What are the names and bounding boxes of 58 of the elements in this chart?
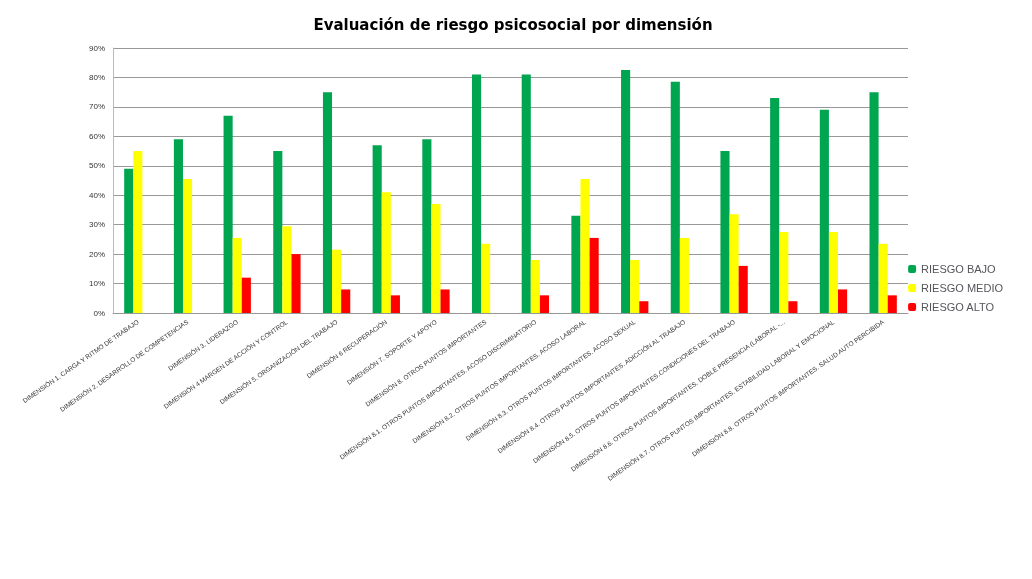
y-tick-label: 70% <box>88 102 105 112</box>
bar <box>819 109 829 313</box>
bar <box>291 254 301 313</box>
bar <box>670 81 680 313</box>
bar <box>770 98 780 313</box>
bar <box>887 295 897 313</box>
bar <box>182 179 193 313</box>
bar <box>381 192 391 313</box>
y-tick-label: 10% <box>88 279 105 289</box>
bar <box>878 243 888 313</box>
bar <box>341 289 351 313</box>
y-tick-label: 90% <box>88 43 105 53</box>
bar <box>828 232 839 313</box>
bar <box>639 301 649 313</box>
bar <box>273 151 283 313</box>
bar <box>471 74 482 313</box>
bar <box>679 237 689 313</box>
bar <box>788 301 798 313</box>
y-tick-label: 30% <box>88 220 105 230</box>
bar <box>738 265 748 313</box>
y-tick-label: 40% <box>88 190 105 200</box>
y-tick-label: 0% <box>93 308 105 318</box>
bar <box>869 92 879 313</box>
legend-label: RIESGO ALTO <box>921 301 995 313</box>
bar <box>322 92 333 313</box>
bar <box>282 226 292 313</box>
y-tick-label: 60% <box>88 131 105 141</box>
bar <box>481 243 491 313</box>
legend-label: RIESGO BAJO <box>921 263 997 275</box>
bar <box>241 277 251 313</box>
y-tick-label: 50% <box>88 161 105 171</box>
bar <box>422 139 432 313</box>
bar <box>332 249 342 313</box>
bar <box>530 260 540 313</box>
bar <box>124 168 134 313</box>
bar <box>779 232 789 313</box>
bar <box>580 179 590 313</box>
bar <box>440 289 450 313</box>
bar <box>589 237 599 313</box>
bar <box>521 74 531 313</box>
bar <box>621 70 631 313</box>
bar <box>223 115 233 313</box>
bar <box>720 151 730 313</box>
bar <box>133 151 143 313</box>
bar <box>571 215 581 313</box>
bar <box>729 214 739 313</box>
bar <box>630 260 640 313</box>
bar <box>539 295 550 313</box>
bar <box>372 145 382 313</box>
y-tick-label: 20% <box>88 249 105 259</box>
bar <box>232 237 242 313</box>
bar <box>838 289 848 313</box>
chart-title: Evaluación de riesgo psicosocial por dimensión <box>313 15 713 34</box>
legend-label: RIESGO MEDIO <box>921 282 1004 294</box>
bar <box>173 139 183 313</box>
bar <box>390 295 400 313</box>
y-tick-label: 80% <box>88 72 105 82</box>
bar <box>431 204 441 313</box>
